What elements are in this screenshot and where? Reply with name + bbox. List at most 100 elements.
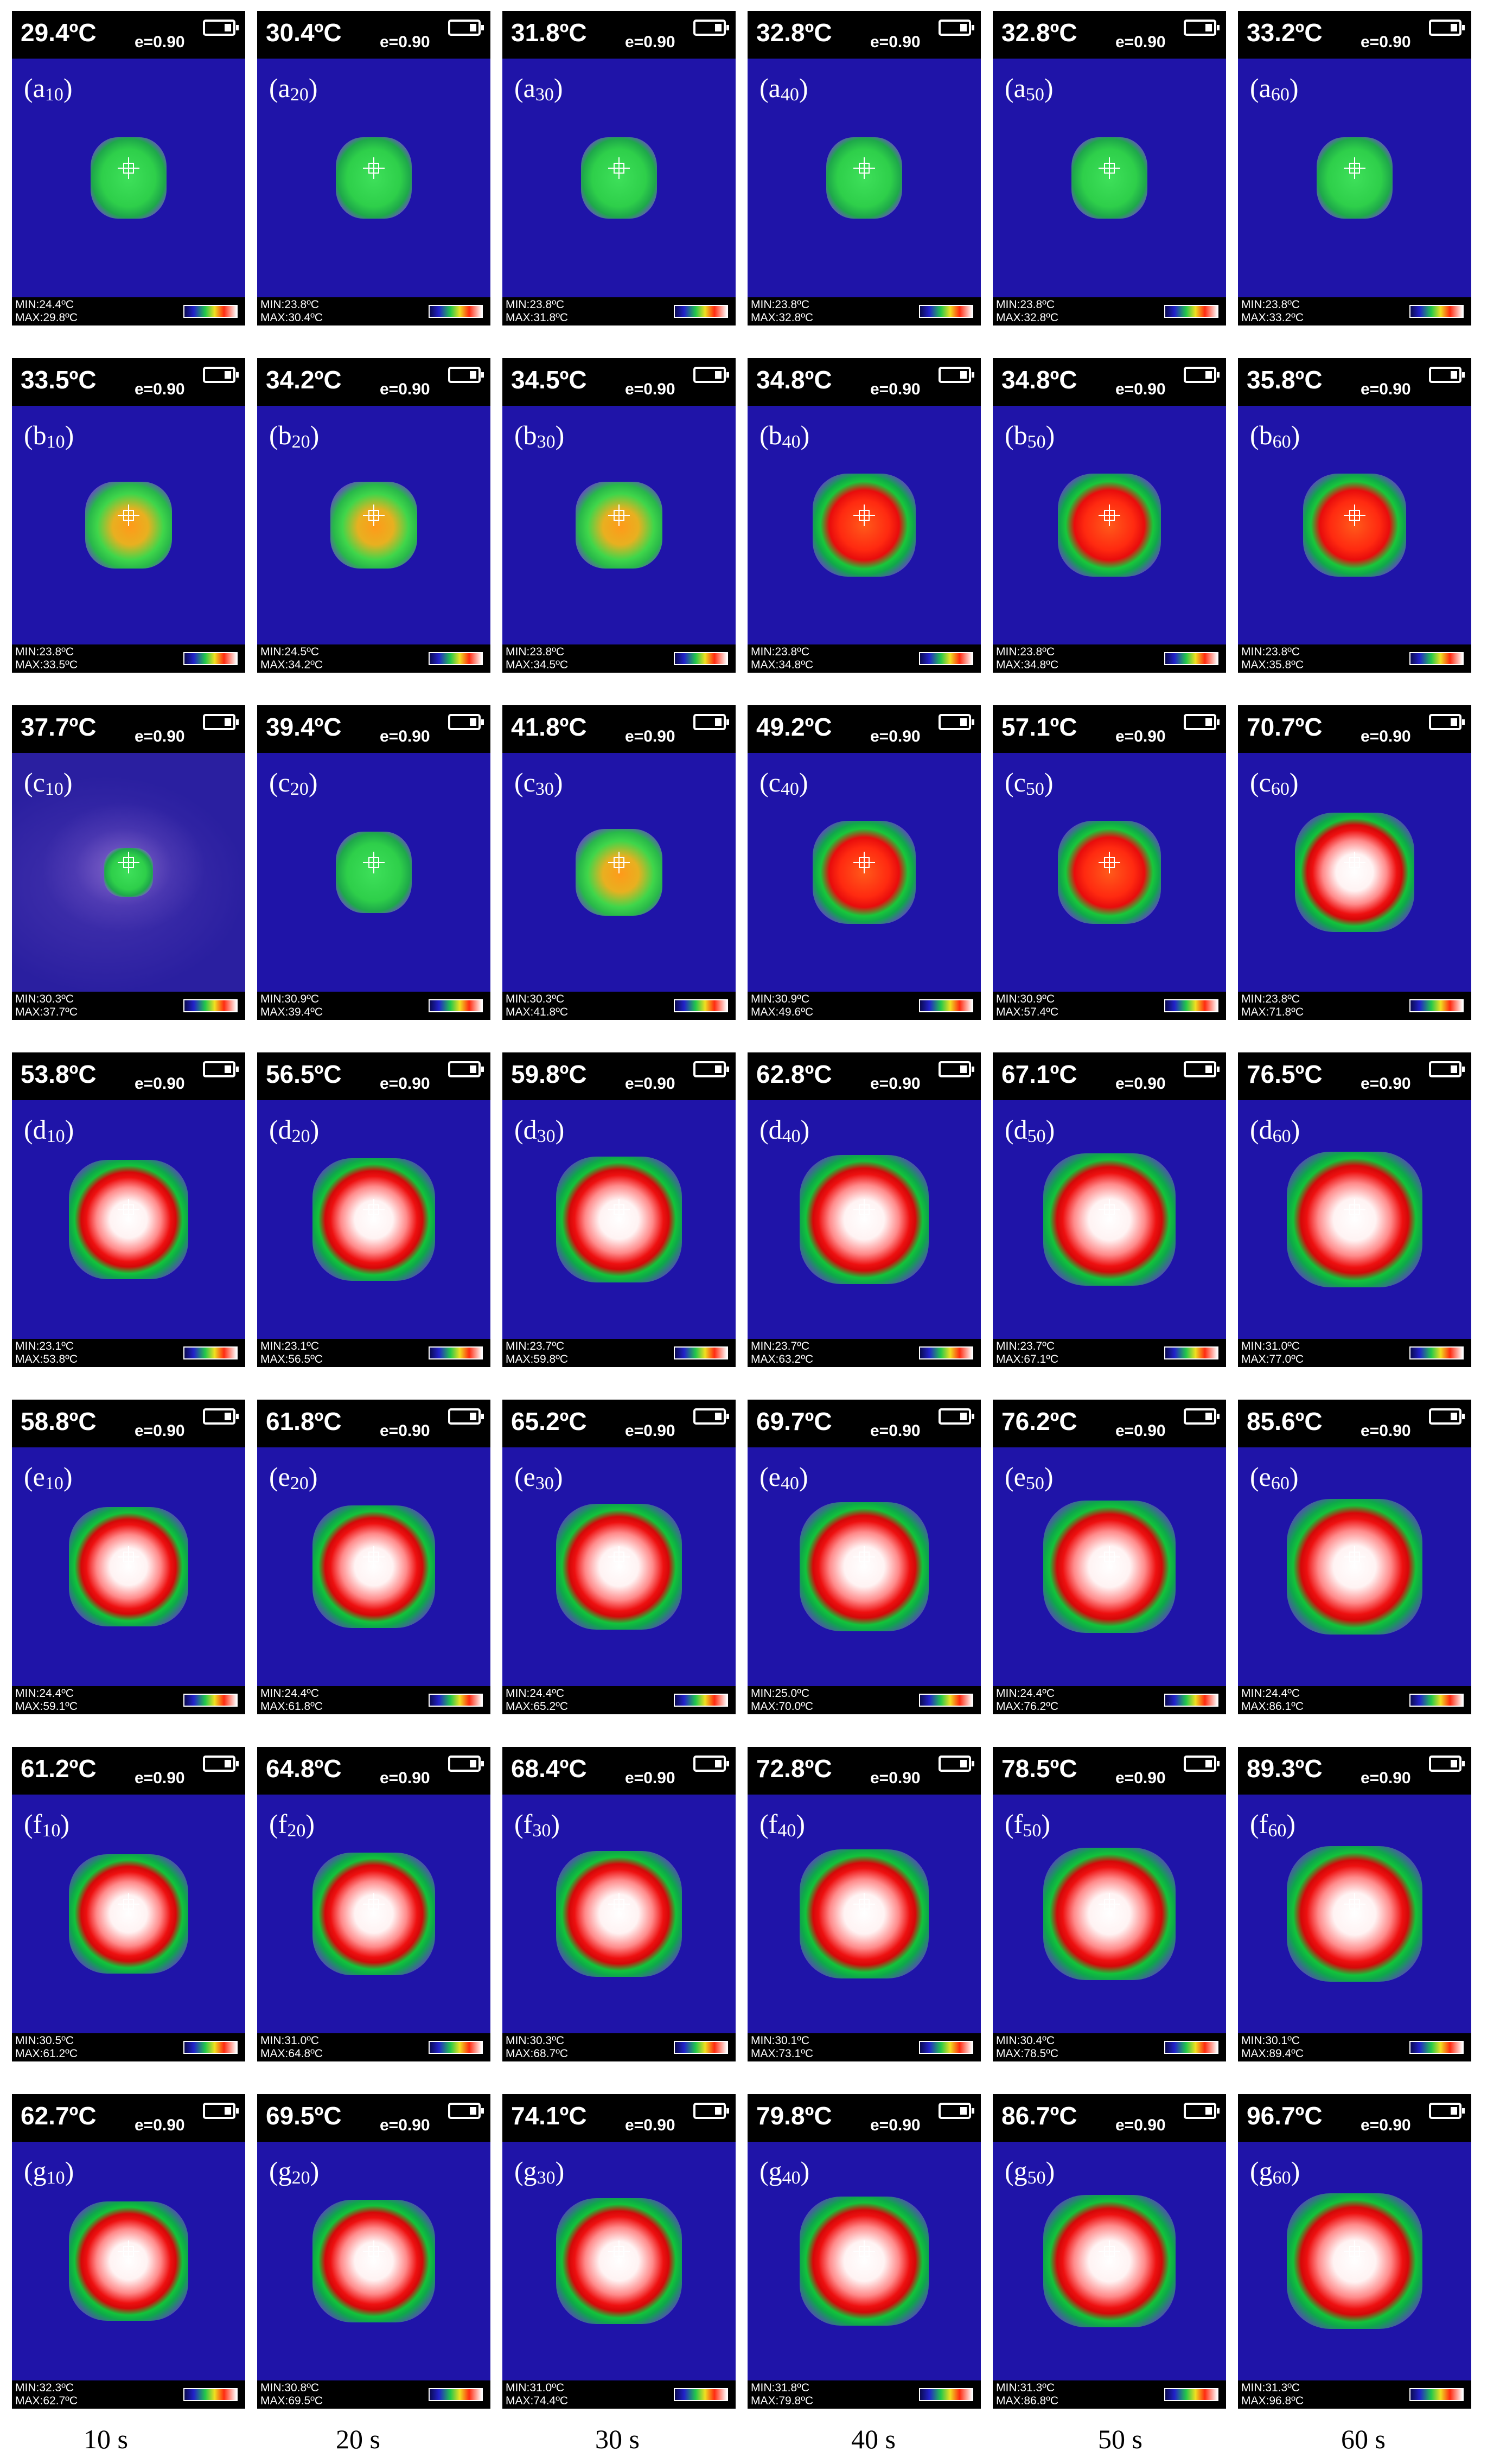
panel-letter: b (1013, 420, 1027, 450)
crosshair-icon (1099, 1893, 1120, 1916)
spot-temperature: 57.1ºC (1001, 713, 1077, 741)
panel-subscript: 20 (291, 1126, 310, 1146)
max-temperature: MAX:76.2ºC (996, 1700, 1059, 1713)
min-max-readout: MIN:23.8ºC MAX:32.8ºC (996, 298, 1058, 324)
emissivity-label: e=0.90 (625, 1422, 675, 1440)
panel-subscript: 50 (1025, 85, 1044, 105)
panel-footer: MIN:30.3ºC MAX:68.7ºC (502, 2033, 736, 2061)
battery-icon (1184, 1756, 1220, 1772)
spot-temperature: 56.5ºC (266, 1060, 342, 1088)
thermal-panel-e40: 69.7ºC e=0.90 (e40) MIN:25.0ºC MAX:70.0ºC (748, 1400, 981, 1714)
color-scale-bar (674, 1694, 728, 1707)
thermal-panel-b60: 35.8ºC e=0.90 (b60) MIN:23.8ºC MAX:35.8ºC (1238, 358, 1471, 673)
panel-header: 37.7ºC e=0.90 (12, 705, 245, 753)
color-scale-bar (919, 1346, 973, 1359)
panel-footer: MIN:30.1ºC MAX:89.4ºC (1238, 2033, 1471, 2061)
max-temperature: MAX:68.7ºC (506, 2047, 569, 2060)
min-max-readout: MIN:23.7ºC MAX:63.2ºC (751, 1340, 813, 1366)
crosshair-icon (363, 1546, 385, 1568)
emissivity-label: e=0.90 (1115, 1422, 1166, 1440)
max-temperature: MAX:74.4ºC (506, 2395, 569, 2407)
spot-temperature: 86.7ºC (1001, 2102, 1077, 2130)
thermal-panel-a40: 32.8ºC e=0.90 (a40) MIN:23.8ºC MAX:32.8ºC (748, 11, 981, 325)
panel-letter: e (1013, 1461, 1026, 1492)
emissivity-label: e=0.90 (380, 1769, 430, 1787)
max-temperature: MAX:71.8ºC (1241, 1006, 1304, 1018)
panel-letter: a (523, 73, 535, 103)
max-temperature: MAX:29.8ºC (15, 311, 78, 324)
min-temperature: MIN:23.7ºC (506, 1340, 565, 1352)
panel-letter: f (768, 1809, 778, 1839)
emissivity-label: e=0.90 (625, 1769, 675, 1787)
min-max-readout: MIN:31.8ºC MAX:79.8ºC (751, 2382, 813, 2408)
color-scale-bar (919, 999, 973, 1012)
panel-footer: MIN:30.8ºC MAX:69.5ºC (257, 2380, 490, 2409)
thermal-image: (b20) (257, 406, 490, 644)
battery-icon (203, 1756, 239, 1772)
spot-temperature: 67.1ºC (1001, 1060, 1077, 1088)
battery-icon (939, 2103, 974, 2119)
min-temperature: MIN:23.8ºC (1241, 646, 1300, 658)
panel-subscript: 10 (44, 1473, 63, 1493)
panel-letter: d (33, 1114, 47, 1145)
max-temperature: MAX:78.5ºC (996, 2047, 1059, 2060)
panel-letter: e (1259, 1461, 1271, 1492)
crosshair-icon (608, 1199, 630, 1221)
panel-letter: g (1013, 2156, 1027, 2186)
color-scale-bar (183, 2388, 238, 2401)
crosshair-icon (608, 2240, 630, 2263)
min-temperature: MIN:31.8ºC (751, 2382, 810, 2394)
min-max-readout: MIN:31.3ºC MAX:86.8ºC (996, 2382, 1058, 2408)
panel-letter: c (768, 767, 781, 797)
thermal-panel-e30: 65.2ºC e=0.90 (e30) MIN:24.4ºC MAX:65.2ºC (502, 1400, 736, 1714)
min-temperature: MIN:31.3ºC (1241, 2382, 1300, 2394)
panel-label: (g30) (514, 2156, 565, 2188)
thermal-image: (g10) (12, 2142, 245, 2380)
color-scale-bar (1164, 652, 1218, 665)
min-temperature: MIN:24.4ºC (260, 1687, 320, 1700)
crosshair-icon (608, 505, 630, 527)
min-temperature: MIN:23.8ºC (996, 298, 1055, 311)
panel-subscript: 20 (291, 432, 310, 452)
color-scale-bar (674, 999, 728, 1012)
battery-icon (939, 1061, 974, 1077)
min-temperature: MIN:23.1ºC (260, 1340, 320, 1352)
thermal-image: (b50) (993, 406, 1226, 644)
panel-label: (e20) (269, 1461, 318, 1493)
crosshair-icon (853, 505, 875, 527)
panel-letter: c (1259, 767, 1271, 797)
panel-subscript: 30 (535, 1473, 554, 1493)
emissivity-label: e=0.90 (135, 1422, 185, 1440)
spot-temperature: 69.5ºC (266, 2102, 342, 2130)
panel-letter: f (33, 1809, 42, 1839)
battery-icon (448, 1408, 484, 1425)
spot-temperature: 62.8ºC (756, 1060, 832, 1088)
thermal-image: (d30) (502, 1100, 736, 1339)
spot-temperature: 59.8ºC (511, 1060, 587, 1088)
battery-icon (1429, 2103, 1465, 2119)
crosshair-icon (118, 1199, 139, 1221)
min-max-readout: MIN:30.9ºC MAX:39.4ºC (260, 993, 323, 1019)
spot-temperature: 61.2ºC (21, 1754, 97, 1783)
color-scale-bar (429, 305, 483, 318)
panel-label: (b20) (269, 420, 320, 452)
panel-letter: b (523, 420, 537, 450)
panel-subscript: 60 (1272, 1126, 1291, 1146)
panel-header: 53.8ºC e=0.90 (12, 1052, 245, 1100)
thermal-panel-e20: 61.8ºC e=0.90 (e20) MIN:24.4ºC MAX:61.8ºC (257, 1400, 490, 1714)
emissivity-label: e=0.90 (625, 2116, 675, 2134)
max-temperature: MAX:37.7ºC (15, 1006, 78, 1018)
time-label-10s: 10 s (84, 2424, 128, 2454)
thermal-panel-g50: 86.7ºC e=0.90 (g50) MIN:31.3ºC MAX:86.8ºC (993, 2094, 1226, 2409)
panel-header: 33.5ºC e=0.90 (12, 358, 245, 406)
color-scale-bar (183, 1694, 238, 1707)
crosshair-icon (363, 1199, 385, 1221)
panel-header: 65.2ºC e=0.90 (502, 1400, 736, 1447)
min-temperature: MIN:30.8ºC (260, 2382, 320, 2394)
min-max-readout: MIN:23.1ºC MAX:53.8ºC (15, 1340, 78, 1366)
min-max-readout: MIN:23.8ºC MAX:31.8ºC (506, 298, 568, 324)
min-temperature: MIN:24.5ºC (260, 646, 320, 658)
panel-subscript: 30 (537, 2168, 556, 2188)
panel-label: (f10) (24, 1809, 69, 1841)
min-temperature: MIN:31.0ºC (506, 2382, 565, 2394)
